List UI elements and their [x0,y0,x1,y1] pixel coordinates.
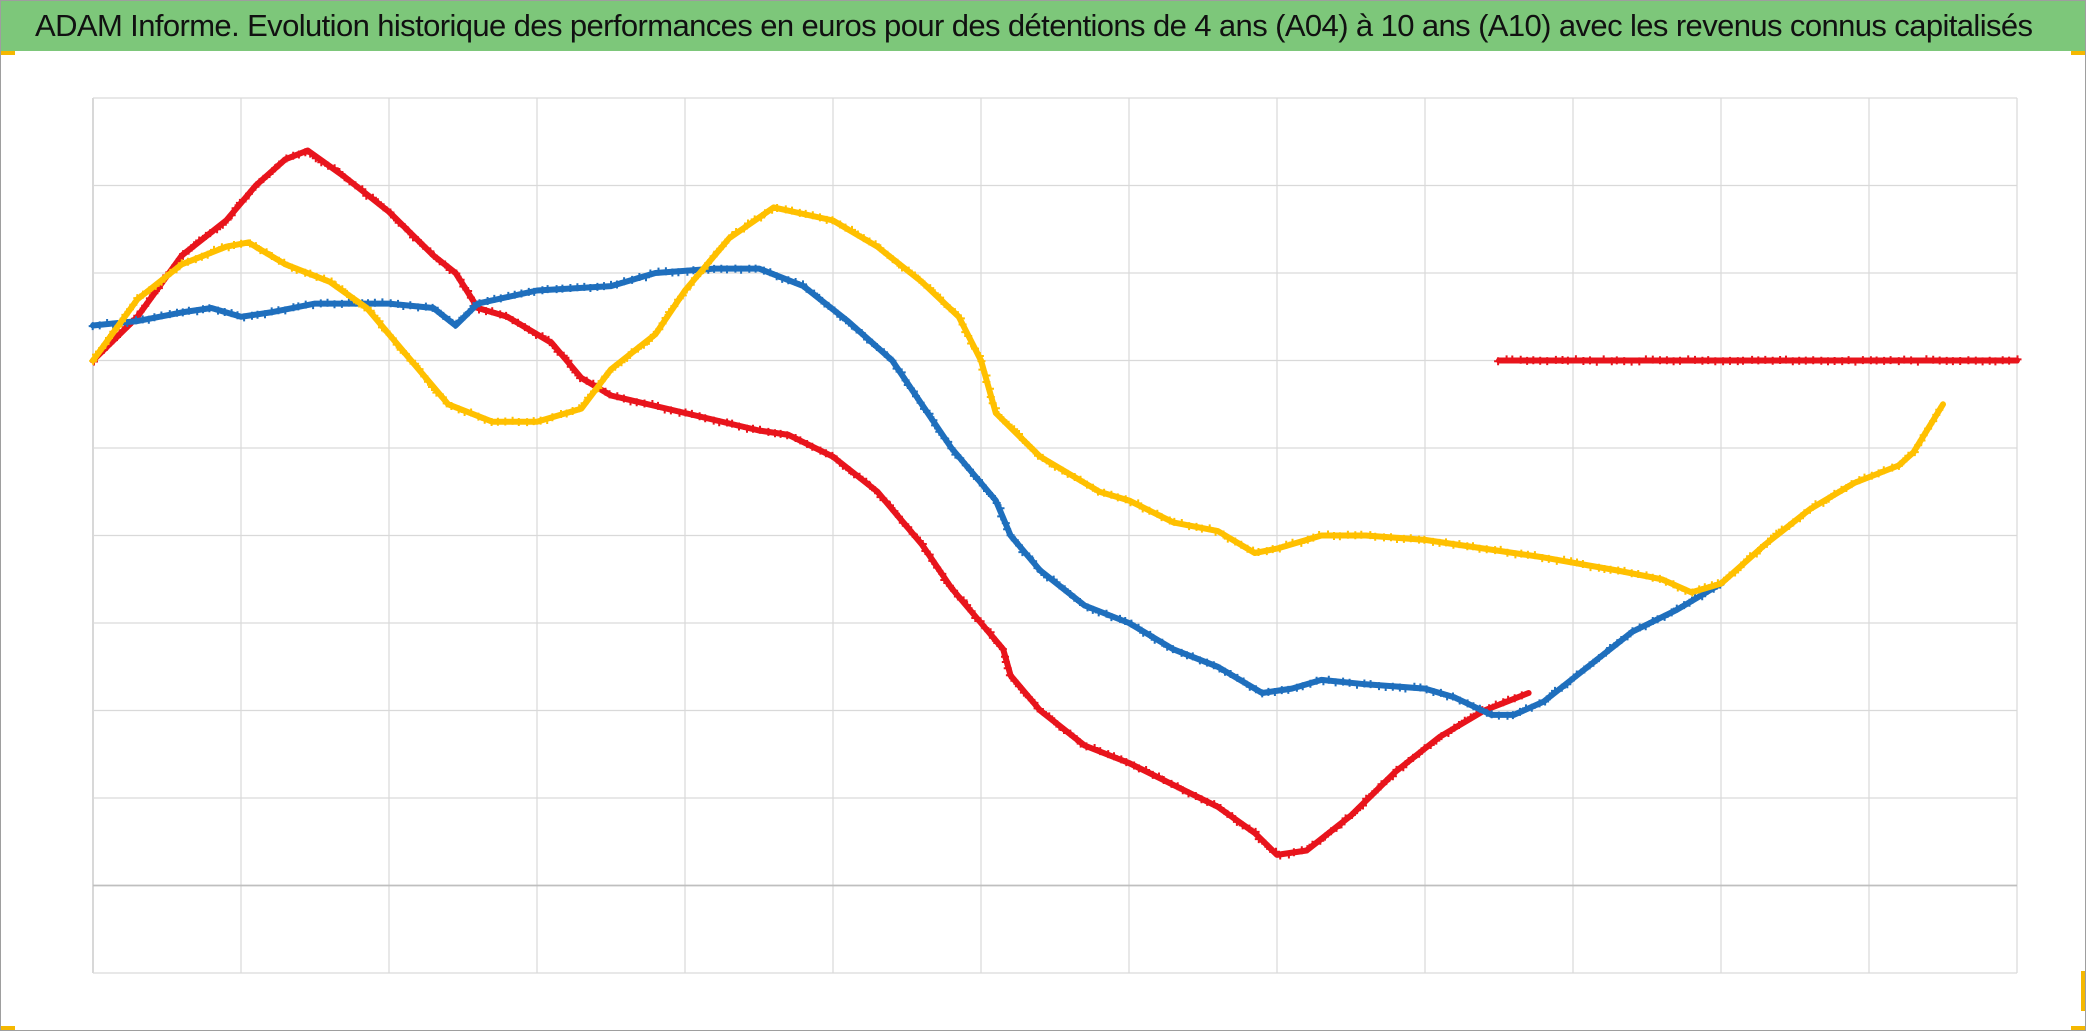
series-markers [90,148,1526,860]
series-markers [1494,355,2022,366]
series-line [90,147,1532,860]
grid-layer [92,97,2018,974]
series-markers [88,264,1725,720]
corner-accent-top-right [2071,51,2085,55]
corner-accent-bottom-left [1,1026,15,1030]
series-line [89,204,1946,597]
corner-accent-top-left [1,51,15,55]
series-path [90,147,1532,858]
title-bar: ADAM Informe. Evolution historique des p… [1,1,2085,51]
chart-title: ADAM Informe. Evolution historique des p… [35,8,2033,43]
series-layer [88,147,2022,860]
series-line [1494,355,2022,366]
series-path [90,204,1946,596]
corner-accent-bottom-right [2071,1026,2085,1030]
series-markers [89,204,1944,597]
series-path [90,265,1724,718]
corner-accent-right-side [2081,971,2085,1011]
series-line [88,264,1725,720]
